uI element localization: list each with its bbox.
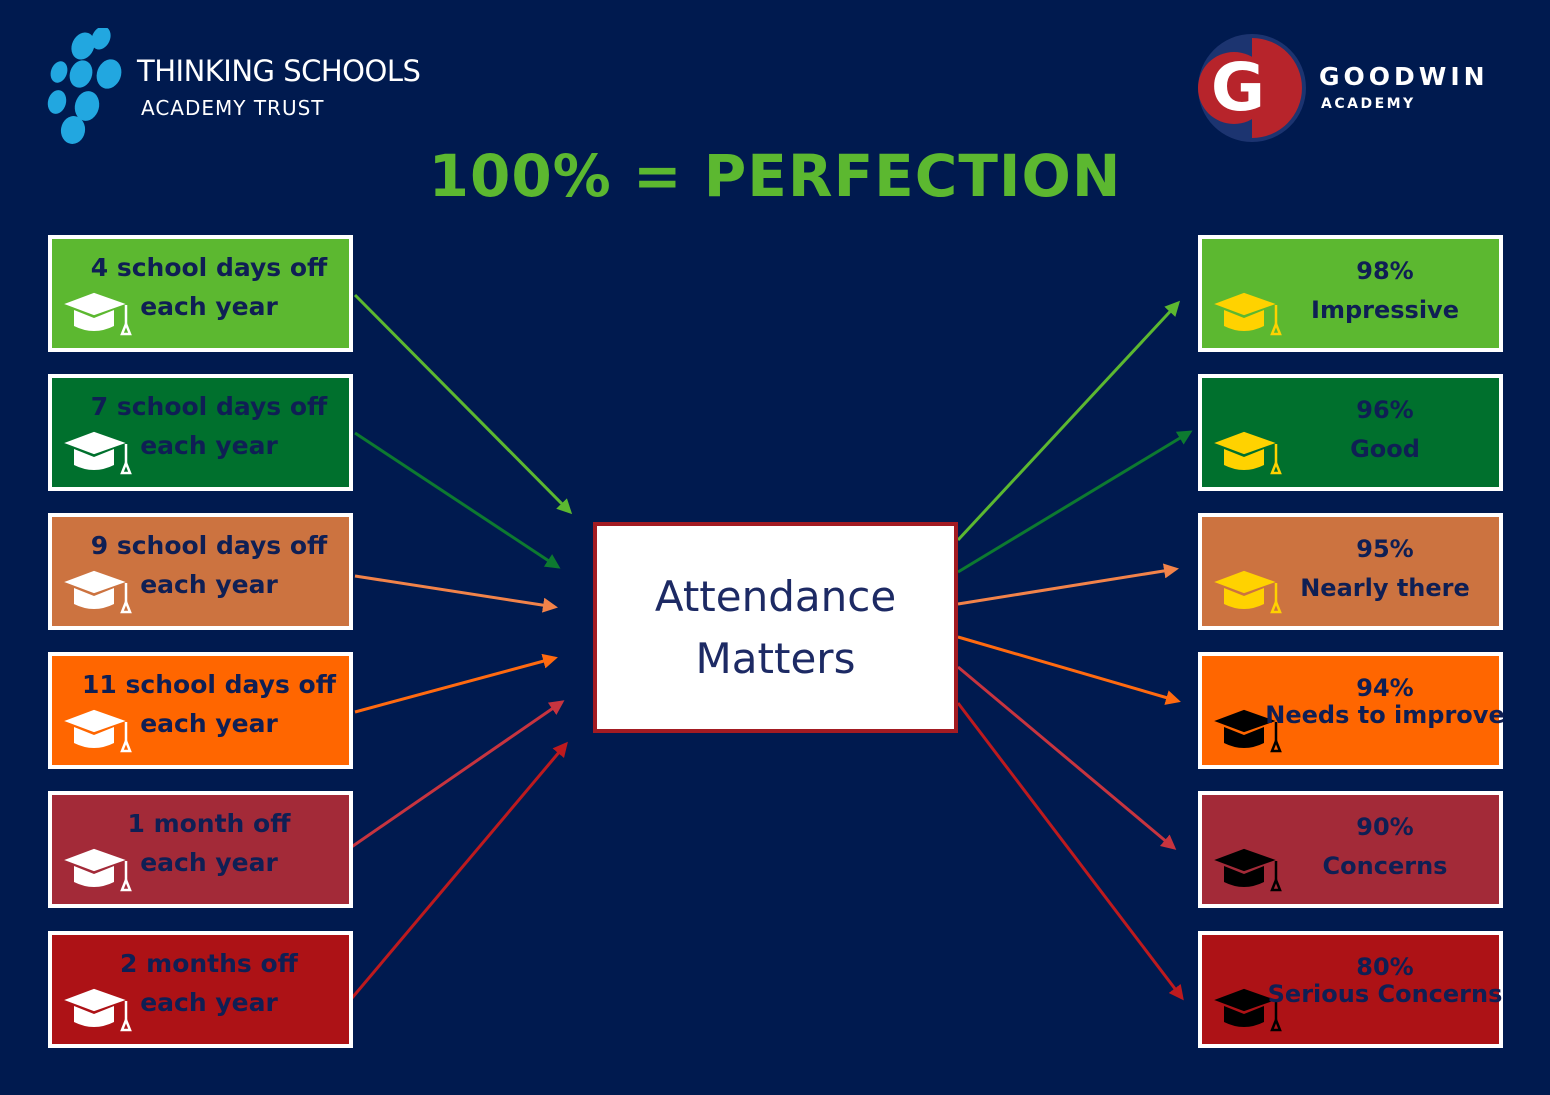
graduation-cap-white-icon — [60, 430, 132, 475]
right-box-1-line-1: 98% — [1356, 257, 1414, 285]
left-box-3-line-2: each year — [140, 570, 278, 599]
page-title: 100% = PERFECTION — [428, 142, 1122, 210]
attendance-matters-box: Attendance Matters — [593, 522, 958, 733]
left-box-1: 4 school days off each year — [48, 235, 353, 352]
arrow-out-3 — [957, 563, 1179, 606]
right-box-5-line-2: Concerns — [1322, 852, 1448, 880]
arrow-in-4 — [354, 653, 558, 714]
left-box-2: 7 school days off each year — [48, 374, 353, 491]
arrow-out-4 — [957, 635, 1181, 705]
arrow-out-6 — [956, 702, 1184, 1001]
left-box-1-line-1: 4 school days off — [90, 253, 328, 282]
graduation-cap-yellow-icon — [1210, 430, 1282, 475]
arrow-in-5 — [349, 700, 565, 850]
right-box-3-line-2: Nearly there — [1300, 574, 1470, 602]
right-box-3-line-1: 95% — [1356, 535, 1414, 563]
right-box-6-line-2: Serious Concerns — [1267, 980, 1503, 1008]
arrow-out-1 — [956, 300, 1181, 542]
left-box-1-line-2: each year — [140, 292, 278, 321]
arrow-in-2 — [354, 431, 561, 569]
goodwin-subname: ACADEMY — [1321, 96, 1416, 112]
thinking-schools-logo: THINKING SCHOOLS ACADEMY TRUST — [45, 28, 465, 148]
left-box-3-line-1: 9 school days off — [90, 531, 328, 560]
left-box-4-line-2: each year — [140, 709, 278, 738]
goodwin-emblem-icon: G — [1198, 34, 1306, 142]
left-box-4-line-1: 11 school days off — [82, 670, 336, 699]
right-box-6-line-1: 80% — [1356, 953, 1414, 981]
right-box-3: 95% Nearly there — [1198, 513, 1503, 630]
graduation-cap-yellow-icon — [1210, 291, 1282, 336]
right-box-2: 96% Good — [1198, 374, 1503, 491]
arrow-out-2 — [957, 430, 1193, 574]
goodwin-academy-logo: G GOODWIN ACADEMY — [1196, 32, 1516, 144]
left-box-6-line-1: 2 months off — [120, 949, 298, 978]
right-box-5-line-1: 90% — [1356, 813, 1414, 841]
right-box-2-line-2: Good — [1350, 435, 1420, 463]
center-line-2: Matters — [695, 633, 856, 683]
arrow-out-5 — [957, 665, 1177, 850]
right-box-4-line-1: 94% — [1356, 674, 1414, 702]
right-box-2-line-1: 96% — [1356, 396, 1414, 424]
left-box-6-line-2: each year — [140, 988, 278, 1017]
graduation-cap-white-icon — [60, 291, 132, 336]
left-box-2-line-2: each year — [140, 431, 278, 460]
thinking-schools-dots-icon — [47, 28, 122, 144]
goodwin-emblem-letter: G — [1211, 49, 1265, 126]
left-box-5: 1 month off each year — [48, 791, 353, 908]
left-box-3: 9 school days off each year — [48, 513, 353, 630]
graduation-cap-white-icon — [60, 847, 132, 892]
left-box-5-line-1: 1 month off — [127, 809, 291, 838]
graduation-cap-black-icon — [1210, 847, 1282, 892]
right-box-5: 90% Concerns — [1198, 791, 1503, 908]
graduation-cap-white-icon — [60, 987, 132, 1032]
right-box-4-line-2: Needs to improve — [1265, 701, 1505, 729]
arrow-in-6 — [350, 741, 568, 999]
left-box-4: 11 school days off each year — [48, 652, 353, 769]
right-box-4: 94% Needs to improve — [1198, 652, 1505, 769]
goodwin-name: GOODWIN — [1319, 62, 1489, 91]
left-box-6: 2 months off each year — [48, 931, 353, 1048]
right-box-1-line-2: Impressive — [1311, 296, 1459, 324]
arrow-in-3 — [354, 574, 558, 613]
thinking-schools-name: THINKING SCHOOLS — [137, 54, 421, 88]
left-box-5-line-2: each year — [140, 848, 278, 877]
graduation-cap-yellow-icon — [1210, 569, 1282, 614]
right-box-1: 98% Impressive — [1198, 235, 1503, 352]
graduation-cap-black-icon — [1210, 987, 1282, 1032]
center-line-1: Attendance — [654, 571, 897, 621]
left-box-2-line-1: 7 school days off — [90, 392, 328, 421]
graduation-cap-white-icon — [60, 569, 132, 614]
thinking-schools-subname: ACADEMY TRUST — [141, 96, 325, 120]
graduation-cap-white-icon — [60, 708, 132, 753]
graduation-cap-black-icon — [1210, 708, 1282, 753]
right-box-6: 80% Serious Concerns — [1198, 931, 1503, 1048]
arrow-in-1 — [353, 293, 573, 515]
